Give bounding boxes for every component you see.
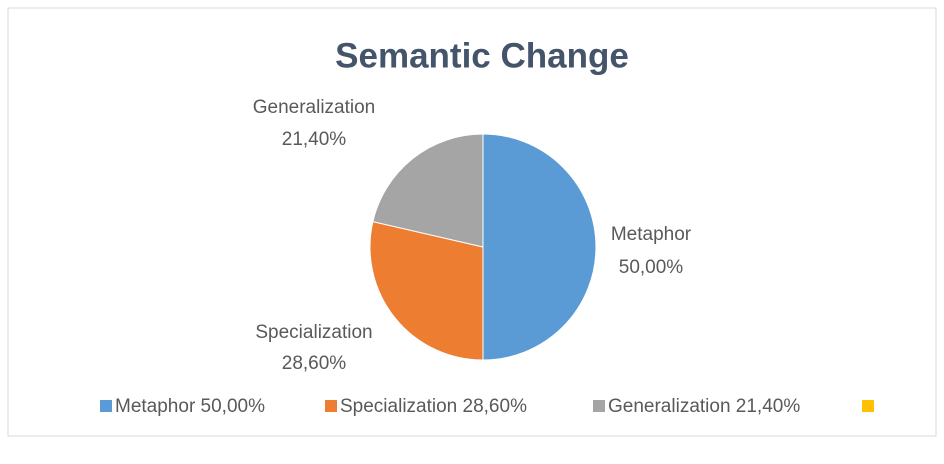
legend-swatch xyxy=(862,400,874,412)
data-label-value: 50,00% xyxy=(619,257,684,278)
legend-swatch xyxy=(100,400,112,412)
pie-slice xyxy=(482,133,597,361)
data-label-value: 28,60% xyxy=(282,353,347,374)
legend-swatch xyxy=(593,400,605,412)
data-label-name: Metaphor xyxy=(611,224,692,245)
legend-label: Metaphor 50,00% xyxy=(115,396,265,417)
legend-swatch xyxy=(325,400,337,412)
chart-title: Semantic Change xyxy=(335,36,629,75)
legend-label: Generalization 21,40% xyxy=(608,396,800,417)
pie-slice xyxy=(372,133,484,248)
pie-slice xyxy=(369,221,484,361)
data-label-name: Specialization xyxy=(255,322,372,343)
data-label-name: Generalization xyxy=(253,97,376,118)
data-label-value: 21,40% xyxy=(282,129,347,150)
legend-label: Specialization 28,60% xyxy=(340,396,527,417)
